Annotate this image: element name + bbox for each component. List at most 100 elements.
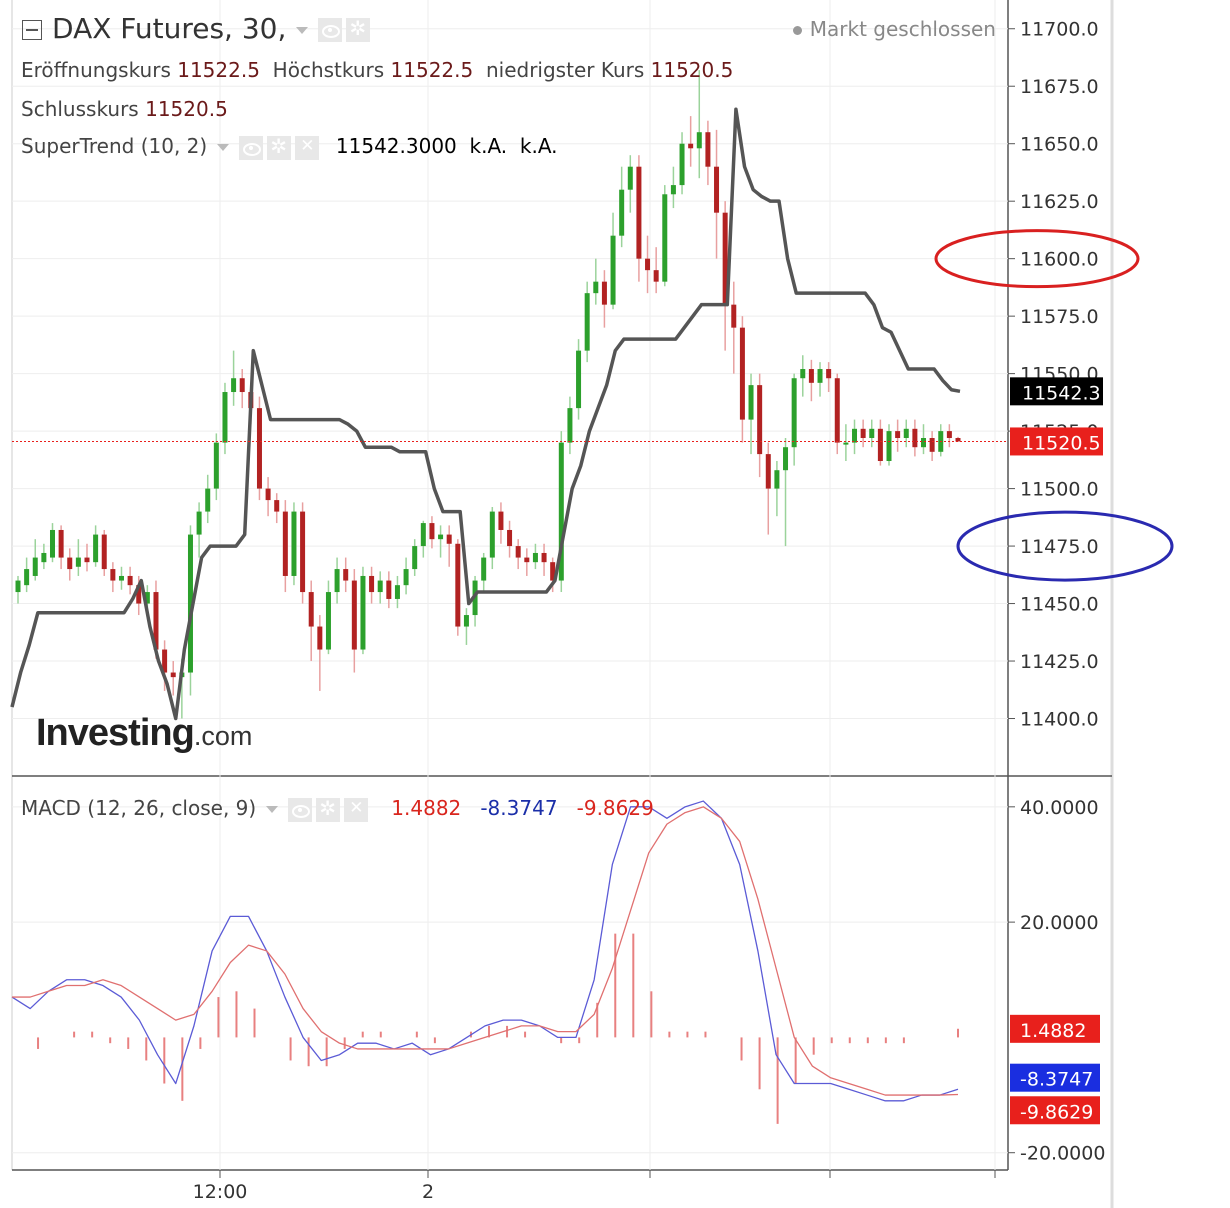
candle-down bbox=[860, 428, 866, 439]
candle-down bbox=[369, 575, 375, 593]
candle-up bbox=[576, 350, 582, 409]
candle-up bbox=[15, 580, 21, 593]
candle-down bbox=[653, 270, 659, 282]
candle-up bbox=[532, 552, 538, 563]
logo-suffix: .com bbox=[193, 721, 253, 751]
candle-down bbox=[101, 534, 107, 570]
candle-up bbox=[213, 442, 219, 489]
chart-title-row: DAX Futures, 30, bbox=[22, 12, 374, 45]
open-value: 11522.5 bbox=[177, 58, 260, 82]
price-tick-label: 11475.0 bbox=[1020, 536, 1099, 558]
supertrend-na-2: k.A. bbox=[519, 134, 558, 158]
candle-down bbox=[731, 304, 737, 328]
price-tick-label: 11600.0 bbox=[1020, 249, 1099, 271]
candle-up bbox=[489, 511, 495, 558]
supertrend-label[interactable]: SuperTrend (10, 2) bbox=[21, 134, 208, 158]
candle-up bbox=[662, 194, 668, 282]
candle-up bbox=[325, 592, 331, 650]
candle-down bbox=[317, 626, 323, 650]
time-label: 2 bbox=[422, 1181, 434, 1203]
candle-up bbox=[696, 132, 702, 149]
candle-down bbox=[256, 408, 262, 489]
gear-icon[interactable] bbox=[267, 134, 292, 160]
candle-down bbox=[455, 543, 461, 627]
candle-down bbox=[895, 431, 901, 439]
price-tick-label: 11425.0 bbox=[1020, 651, 1099, 673]
price-tick-label: 11700.0 bbox=[1020, 19, 1099, 41]
candle-up bbox=[196, 511, 202, 535]
candle-down bbox=[808, 369, 814, 383]
market-status: Markt geschlossen bbox=[792, 17, 996, 41]
macd-tick-label: 20.0000 bbox=[1020, 912, 1099, 934]
candle-up bbox=[187, 534, 193, 673]
candle-down bbox=[170, 672, 176, 678]
close-value: 11520.5 bbox=[145, 97, 228, 121]
candle-down bbox=[765, 454, 771, 489]
high-value: 11522.5 bbox=[390, 58, 474, 82]
candle-down bbox=[515, 546, 521, 558]
collapse-icon[interactable] bbox=[22, 20, 42, 40]
macd-tick-label: -20.0000 bbox=[1020, 1143, 1105, 1165]
close-label: Schlusskurs bbox=[21, 97, 139, 121]
gear-icon[interactable] bbox=[316, 796, 341, 822]
candle-down bbox=[351, 580, 357, 650]
candle-up bbox=[394, 585, 400, 599]
price-tick-label: 11450.0 bbox=[1020, 594, 1099, 616]
candle-up bbox=[791, 378, 797, 448]
high-label: Höchstkurs bbox=[272, 58, 385, 82]
macd-value-3: -9.8629 bbox=[576, 796, 654, 820]
macd-tag-label: -9.8629 bbox=[1020, 1101, 1093, 1123]
candle-down bbox=[955, 438, 961, 442]
candle-down bbox=[162, 649, 168, 673]
candle-down bbox=[541, 552, 547, 563]
candle-up bbox=[231, 378, 237, 393]
red-annotation-ellipse bbox=[934, 229, 1140, 289]
candle-up bbox=[679, 143, 685, 186]
macd-value-2: -8.3747 bbox=[480, 796, 558, 820]
candle-up bbox=[619, 189, 625, 236]
candle-up bbox=[222, 392, 228, 443]
candle-up bbox=[558, 442, 564, 581]
candle-up bbox=[593, 281, 599, 294]
ohlc-row-2: Schlusskurs 11520.5 bbox=[21, 97, 228, 121]
candle-down bbox=[688, 143, 694, 149]
supertrend-line bbox=[10, 107, 961, 721]
price-tick-label: 11675.0 bbox=[1020, 76, 1099, 98]
eye-icon[interactable] bbox=[288, 797, 313, 822]
macd-tag-label: 1.4882 bbox=[1020, 1020, 1086, 1042]
candle-down bbox=[524, 557, 530, 563]
close-icon[interactable] bbox=[344, 797, 369, 822]
candle-up bbox=[377, 580, 383, 593]
candle-up bbox=[32, 557, 38, 576]
candle-down bbox=[705, 132, 711, 167]
candle-down bbox=[343, 569, 349, 581]
candle-down bbox=[739, 327, 745, 420]
blue-annotation-ellipse bbox=[956, 510, 1174, 582]
candle-up bbox=[420, 523, 426, 547]
candle-up bbox=[783, 447, 789, 471]
time-label: 12:00 bbox=[193, 1181, 248, 1203]
price-tag-bg bbox=[1010, 427, 1103, 456]
candle-down bbox=[84, 557, 90, 563]
macd-value-1: 1.4882 bbox=[391, 796, 462, 820]
candle-down bbox=[834, 378, 840, 443]
chevron-down-icon[interactable] bbox=[296, 26, 309, 34]
price-tag-bg bbox=[1010, 377, 1103, 406]
macd-label[interactable]: MACD (12, 26, close, 9) bbox=[21, 796, 257, 820]
candle-down bbox=[429, 523, 435, 540]
chevron-down-icon[interactable] bbox=[217, 144, 230, 151]
eye-icon[interactable] bbox=[318, 18, 343, 42]
candle-up bbox=[412, 546, 418, 570]
candle-down bbox=[929, 438, 935, 452]
candle-up bbox=[800, 369, 806, 379]
eye-icon[interactable] bbox=[239, 135, 264, 160]
candle-down bbox=[386, 580, 392, 599]
candle-up bbox=[869, 428, 875, 439]
gear-icon[interactable] bbox=[346, 16, 371, 42]
candle-up bbox=[93, 534, 99, 563]
candle-down bbox=[67, 557, 73, 570]
candle-down bbox=[946, 431, 952, 439]
close-icon[interactable] bbox=[295, 135, 320, 160]
chevron-down-icon[interactable] bbox=[266, 806, 279, 813]
candle-up bbox=[360, 575, 366, 650]
